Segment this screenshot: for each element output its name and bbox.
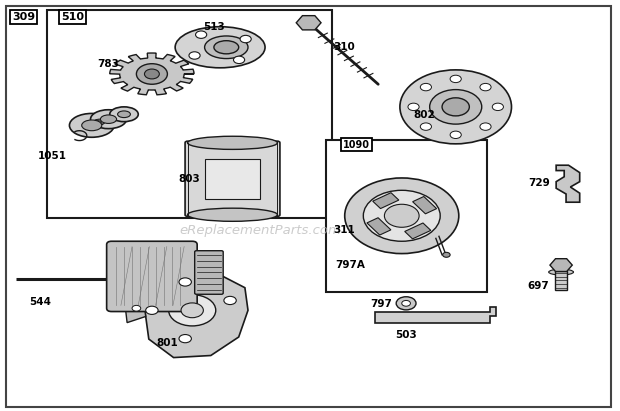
Polygon shape [373, 193, 399, 208]
Circle shape [179, 278, 192, 286]
Text: 311: 311 [333, 225, 355, 235]
Circle shape [396, 297, 416, 310]
Text: eReplacementParts.com: eReplacementParts.com [179, 224, 342, 237]
Text: 801: 801 [156, 338, 179, 348]
Circle shape [492, 103, 503, 111]
Circle shape [181, 303, 203, 318]
Text: 802: 802 [414, 110, 436, 120]
Circle shape [179, 335, 192, 343]
Circle shape [400, 70, 512, 144]
Text: 513: 513 [203, 22, 225, 32]
Ellipse shape [175, 27, 265, 68]
Circle shape [132, 305, 141, 311]
Polygon shape [550, 259, 572, 272]
Text: 309: 309 [12, 12, 35, 22]
Text: 510: 510 [61, 12, 84, 22]
Circle shape [402, 300, 410, 306]
Circle shape [224, 296, 236, 305]
Text: 1090: 1090 [343, 140, 370, 150]
Polygon shape [413, 196, 436, 214]
Polygon shape [405, 223, 431, 239]
Text: 503: 503 [395, 330, 417, 340]
Circle shape [136, 64, 167, 84]
Circle shape [430, 90, 482, 124]
Polygon shape [367, 218, 391, 235]
Text: 797: 797 [370, 299, 392, 309]
Polygon shape [143, 269, 248, 358]
Circle shape [408, 103, 419, 111]
Polygon shape [375, 307, 496, 323]
Circle shape [146, 306, 158, 314]
Text: 729: 729 [528, 178, 551, 188]
Bar [326, 140, 487, 292]
Polygon shape [110, 53, 194, 95]
Text: 1051: 1051 [38, 151, 67, 161]
Circle shape [480, 83, 491, 91]
Circle shape [450, 131, 461, 139]
Polygon shape [296, 16, 321, 30]
Circle shape [420, 83, 432, 91]
Ellipse shape [91, 110, 126, 129]
Ellipse shape [118, 111, 130, 118]
Text: 544: 544 [29, 297, 51, 307]
Circle shape [240, 35, 251, 43]
Ellipse shape [549, 269, 574, 275]
Polygon shape [124, 294, 146, 323]
Polygon shape [556, 165, 580, 202]
Ellipse shape [187, 208, 278, 221]
FancyBboxPatch shape [107, 241, 197, 312]
Circle shape [450, 75, 461, 83]
Circle shape [169, 295, 216, 326]
Bar [205, 159, 260, 199]
Text: 783: 783 [97, 59, 120, 69]
Bar [555, 271, 567, 290]
Ellipse shape [110, 107, 138, 122]
Circle shape [189, 52, 200, 59]
Text: 797A: 797A [335, 260, 365, 270]
Circle shape [234, 56, 245, 64]
Circle shape [443, 252, 450, 257]
Circle shape [384, 204, 419, 227]
Ellipse shape [214, 41, 239, 54]
Ellipse shape [69, 113, 114, 137]
FancyBboxPatch shape [195, 251, 223, 294]
Circle shape [345, 178, 459, 254]
Circle shape [144, 69, 159, 79]
Ellipse shape [82, 120, 102, 131]
Circle shape [442, 98, 469, 116]
FancyBboxPatch shape [185, 141, 280, 217]
Ellipse shape [100, 115, 117, 123]
Circle shape [480, 123, 491, 130]
Bar [46, 10, 332, 218]
Text: 803: 803 [178, 174, 200, 184]
Ellipse shape [187, 136, 278, 150]
Ellipse shape [205, 36, 248, 58]
Circle shape [195, 31, 206, 38]
Circle shape [363, 190, 440, 241]
Text: 310: 310 [333, 42, 355, 52]
Text: 697: 697 [527, 281, 549, 291]
Circle shape [420, 123, 432, 130]
